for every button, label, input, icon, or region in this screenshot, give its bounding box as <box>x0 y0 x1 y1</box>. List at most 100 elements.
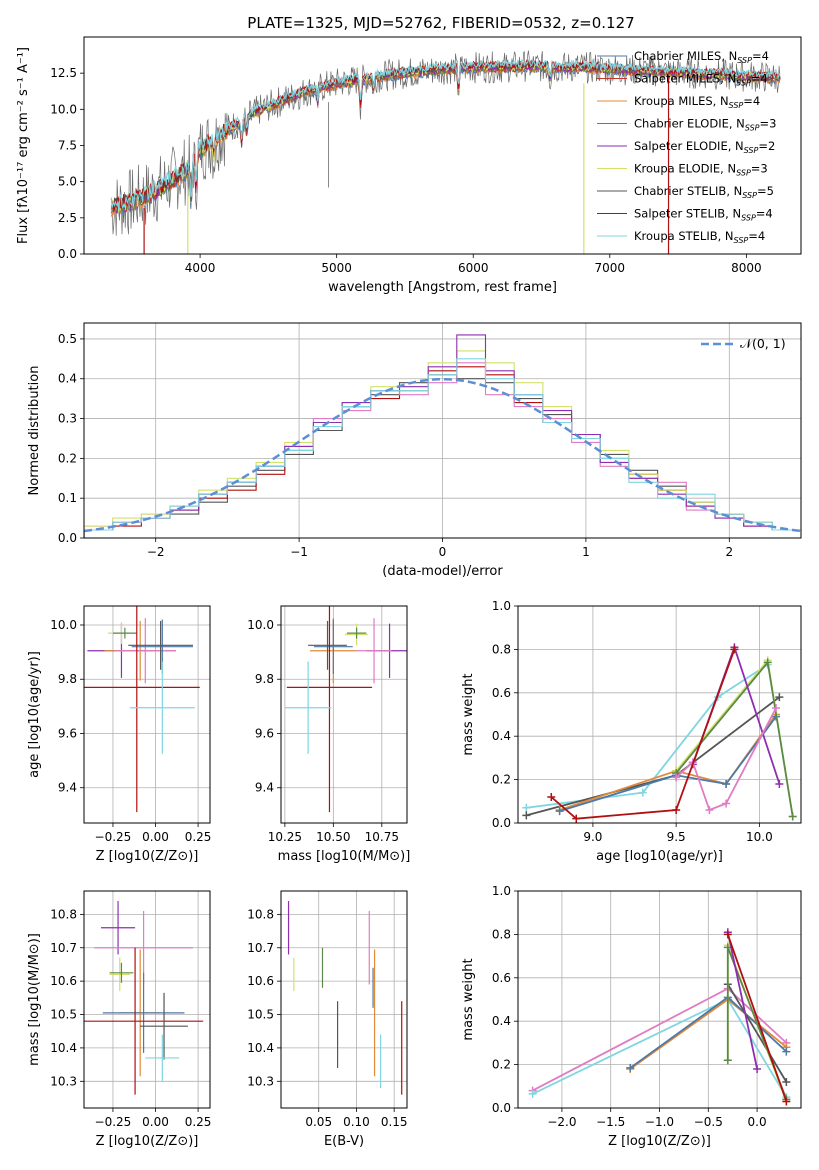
weight_vs_Z-ytick-label: 1.0 <box>492 884 511 898</box>
legend-value: =2 <box>758 139 775 153</box>
spectrum-frame <box>83 36 802 255</box>
weight_vs_Z-series-chabrier_stelib-marker <box>782 1077 791 1086</box>
weight_vs_Z-series-chabrier_elodie-marker <box>723 1056 732 1065</box>
legend-label-chabrier_elodie: Chabrier ELODIE, NSSP=3 <box>634 117 776 133</box>
weight_vs_age-series-pink-marker <box>672 773 681 782</box>
legend-subscript: SSP <box>737 56 752 65</box>
residuals-xtick-label: 2 <box>725 545 733 559</box>
weight_vs_Z-ytick-label: 0.4 <box>492 1014 511 1028</box>
residuals-xtick-label: 1 <box>582 545 590 559</box>
spectrum-xtick-label: 6000 <box>458 261 489 275</box>
weight_vs_Z-series-salpeter_stelib-marker <box>723 930 732 939</box>
spectrum-model-salpeter_stelib-line <box>110 59 781 211</box>
weight_vs_Z-ytick-label: 0.2 <box>492 1058 511 1072</box>
age_vs_mass-ytick-label: 9.6 <box>255 726 274 740</box>
legend-label-salpeter_stelib: Salpeter STELIB, NSSP=4 <box>634 207 773 223</box>
spectrum-ytick-label: 12.5 <box>50 66 77 80</box>
weight_vs_age-ytick-label: 0.2 <box>492 773 511 787</box>
age_vs_mass-ytick-label: 9.8 <box>255 672 274 686</box>
weight_vs_age-series-salpeter_elodie-marker <box>775 779 784 788</box>
age_vs_mass-panel: 10.25 10.50 10.75 9.4 9.6 9.8 10.0 mass [log10(… <box>247 605 411 864</box>
age_vs_Z-xtick-label: 0.25 <box>185 830 212 844</box>
weight_vs_Z-xtick-label: −1.5 <box>596 1115 625 1129</box>
spectrum-xtick-label: 7000 <box>595 261 626 275</box>
weight_vs_age-xtick-label: 10.0 <box>746 830 773 844</box>
weight_vs_age-series-chabrier_miles-line <box>559 716 777 812</box>
spectrum-ytick-label: 10.0 <box>50 102 77 116</box>
residuals-panel: −2 −1 0 1 2 0.0 0.1 0.2 0.3 0.4 0.5 (data-model)/er… <box>27 322 802 579</box>
weight_vs_Z-xtick-label: −1.0 <box>645 1115 674 1129</box>
legend-subscript: SSP <box>729 101 744 110</box>
legend-subscript: SSP <box>742 191 757 200</box>
weight_vs_age-ytick-label: 1.0 <box>492 599 511 613</box>
weight_vs_age-ylabel: mass weight <box>461 673 476 755</box>
weight_vs_Z-series-salpeter_stelib-marker <box>782 1097 791 1106</box>
residuals-ytick-label: 0.3 <box>58 412 77 426</box>
weight_vs_age-series-chabrier_miles-marker <box>555 807 564 816</box>
spectrum-ytick-label: 2.5 <box>58 211 77 225</box>
mass_vs_ebv-xlabel: E(B-V) <box>324 1134 364 1149</box>
mass_vs_ebv-ytick-label: 10.4 <box>247 1041 274 1055</box>
age_vs_Z-ylabel: age [log10(age/yr)] <box>27 651 42 778</box>
weight_vs_Z-panel: −2.0 −1.5 −1.0 −0.5 0.0 0.0 0.2 0.4 0.6 0.8 1.0 Z [… <box>461 884 802 1149</box>
age_vs_mass-xtick-label: 10.25 <box>268 830 302 844</box>
mass_vs_ebv-panel: 0.05 0.10 0.15 10.3 10.4 10.5 10.6 10.7 10.8 E(B-… <box>247 890 408 1149</box>
weight_vs_Z-series-kroupa_stelib-marker <box>528 1089 537 1098</box>
weight_vs_age-series-salpeter_stelib-marker <box>572 814 581 823</box>
legend-subscript: SSP <box>736 169 751 178</box>
residuals-frame <box>83 322 802 539</box>
weight_vs_age-series-chabrier_miles-marker <box>722 779 731 788</box>
legend-label-normal: 𝒩(0, 1) <box>740 336 786 351</box>
residuals-ytick-label: 0.5 <box>58 332 77 346</box>
mass_vs_Z-xtick-label: 0.25 <box>185 1115 212 1129</box>
mass_vs_Z-xtick-label: 0.00 <box>142 1115 169 1129</box>
mass_vs_Z-xlabel: Z [log10(Z/Z⊙)] <box>96 1134 199 1149</box>
legend-value: =4 <box>752 49 769 63</box>
weight_vs_Z-ytick-label: 0.8 <box>492 927 511 941</box>
weight_vs_Z-xtick-label: 0.0 <box>748 1115 767 1129</box>
weight_vs_age-series-salpeter_stelib-marker <box>672 805 681 814</box>
mass_vs_ebv-ytick-label: 10.6 <box>247 974 274 988</box>
spectrum-ylabel: Flux [fλ10⁻¹⁷ erg cm⁻² s⁻¹ A⁻¹] <box>16 47 31 244</box>
mass_vs_Z-frame <box>83 890 211 1109</box>
legend-subscript: SSP <box>744 146 759 155</box>
spectrum-ytick-label: 5.0 <box>58 175 77 189</box>
age_vs_mass-xlabel: mass [log10(M/M⊙)] <box>278 849 411 864</box>
weight_vs_age-series-chabrier_elodie-marker <box>763 658 772 667</box>
spectrum-ytick-label: 7.5 <box>58 139 77 153</box>
weight_vs_age-panel: 9.0 9.5 10.0 0.0 0.2 0.4 0.6 0.8 1.0 age [log10(a… <box>461 599 802 864</box>
spectrum-plot-area <box>110 50 781 254</box>
age_vs_mass-xtick-label: 10.50 <box>316 830 350 844</box>
mass_vs_Z-ytick-label: 10.3 <box>50 1074 77 1088</box>
weight_vs_age-ytick-label: 0.8 <box>492 642 511 656</box>
weight_vs_age-xtick-label: 9.5 <box>667 830 686 844</box>
weight_vs_Z-plot-area <box>528 928 791 1106</box>
mass_vs_Z-ylabel: mass [log10(M/M⊙)] <box>27 933 42 1066</box>
weight_vs_age-series-pink-marker <box>772 703 781 712</box>
mass_vs_Z-ytick-label: 10.5 <box>50 1008 77 1022</box>
weight_vs_age-series-kroupa_stelib-marker <box>638 788 647 797</box>
age_vs_Z-xlabel: Z [log10(Z/Z⊙)] <box>96 849 199 864</box>
age_vs_Z-ytick-label: 9.4 <box>58 781 77 795</box>
mass_vs_Z-panel: −0.25 0.00 0.25 10.3 10.4 10.5 10.6 10.7 10.8 Z [… <box>27 890 212 1149</box>
weight_vs_age-ytick-label: 0.6 <box>492 686 511 700</box>
legend-value: =4 <box>743 94 760 108</box>
legend-label-kroupa_stelib: Kroupa STELIB, NSSP=4 <box>634 229 765 245</box>
spectrum-ytick-label: 0.0 <box>58 247 77 261</box>
mass_vs_Z-ytick-label: 10.4 <box>50 1041 77 1055</box>
legend-subscript: SSP <box>734 236 749 245</box>
age_vs_Z-ytick-label: 10.0 <box>50 618 77 632</box>
weight_vs_age-series-pink-marker <box>705 805 714 814</box>
mass_vs_ebv-plot-area <box>287 901 403 1095</box>
weight_vs_age-series-chabrier_stelib-marker <box>522 811 531 820</box>
weight_vs_age-frame <box>517 605 802 824</box>
spectrum-xtick-label: 8000 <box>731 261 762 275</box>
residuals-ytick-label: 0.0 <box>58 531 77 545</box>
mass_vs_ebv-xtick-label: 0.10 <box>343 1115 370 1129</box>
legend-label-chabrier_stelib: Chabrier STELIB, NSSP=5 <box>634 184 774 200</box>
weight_vs_age-ytick-label: 0.4 <box>492 729 511 743</box>
age_vs_Z-plot-area <box>84 606 200 813</box>
age_vs_mass-ytick-label: 10.0 <box>247 618 274 632</box>
mass_vs_ebv-ytick-label: 10.8 <box>247 907 274 921</box>
age_vs_Z-frame <box>83 605 211 824</box>
